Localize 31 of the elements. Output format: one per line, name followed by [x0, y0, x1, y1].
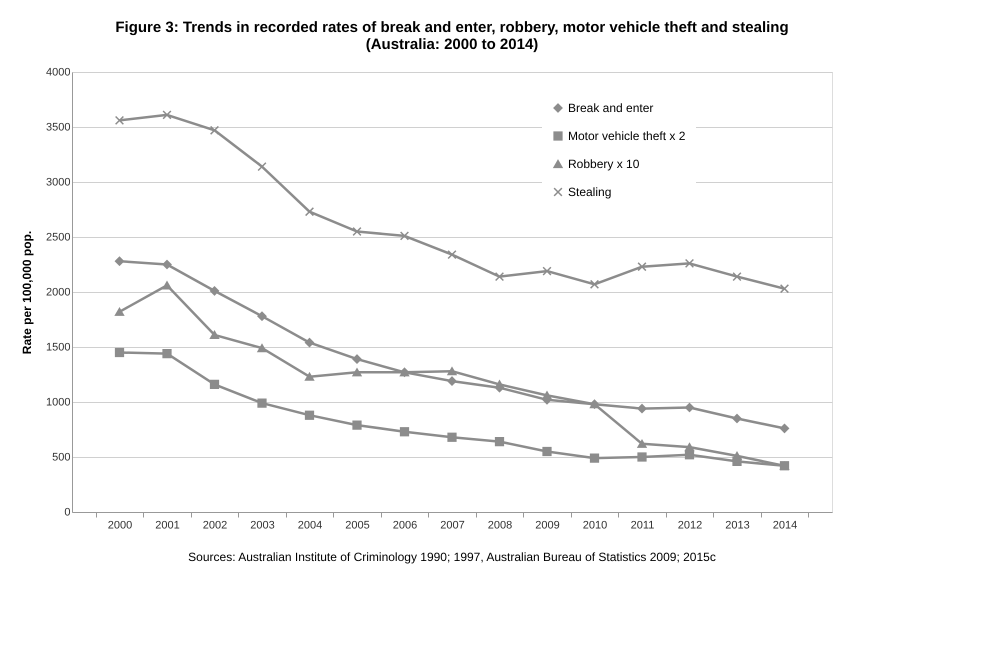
- y-tick-label: 500: [52, 452, 70, 464]
- x-tick-label: 2011: [630, 520, 654, 532]
- y-axis-title: Rate per 100,000 pop.: [20, 230, 34, 354]
- y-tick-label: 2000: [46, 286, 70, 298]
- y-tick-label: 4000: [46, 66, 70, 78]
- y-tick-label: 3500: [46, 122, 70, 134]
- x-tick-label: 2003: [250, 520, 275, 532]
- chart-title: Figure 3: Trends in recorded rates of break and enter, robbery, motor vehicle theft and stealing (Australia: 2000 to 2014): [115, 19, 789, 53]
- x-tick-label: 2008: [488, 520, 512, 532]
- y-tick-label: 0: [64, 506, 70, 518]
- x-tick-label: 2002: [202, 520, 228, 532]
- x-tick-label: 2001: [155, 520, 180, 532]
- x-tick-label: 2012: [678, 520, 702, 532]
- x-tick-label: 2014: [772, 520, 798, 532]
- x-tick-label: 2005: [345, 520, 370, 532]
- x-tick-label: 2009: [535, 520, 560, 532]
- x-tick-label: 2004: [298, 520, 322, 532]
- legend-label: Break and enter: [568, 101, 654, 115]
- legend-label: Robbery x 10: [568, 157, 640, 171]
- y-tick-label: 1500: [46, 342, 70, 354]
- x-tick-label: 2000: [108, 520, 132, 532]
- source-note: Sources: Australian Institute of Criminology 1990; 1997, Australian Bureau of Statistics 2009; 2015c: [188, 550, 716, 564]
- x-tick-label: 2010: [582, 520, 608, 532]
- legend-label: Motor vehicle theft x 2: [568, 129, 686, 143]
- x-tick-label: 2006: [392, 520, 418, 532]
- legend-label: Stealing: [568, 185, 612, 199]
- x-tick-label: 2007: [440, 520, 465, 532]
- y-tick-label: 1000: [46, 396, 70, 408]
- y-tick-label: 3000: [46, 176, 70, 188]
- y-tick-label: 2500: [46, 232, 70, 244]
- x-tick-label: 2013: [725, 520, 750, 532]
